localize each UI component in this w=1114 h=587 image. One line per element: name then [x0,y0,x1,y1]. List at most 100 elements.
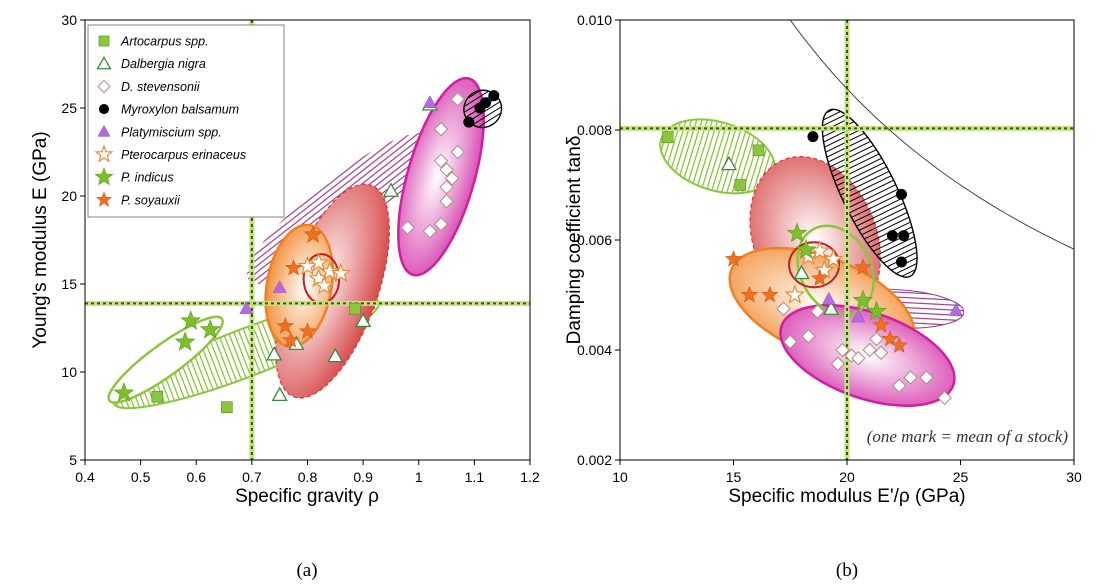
a-y-tick-label: 15 [61,276,77,292]
caption-a: (a) [296,560,317,581]
a-point-p-soyauxii [276,317,294,334]
a-point-myroxylon [480,97,491,109]
a-point-dalbergia [271,386,288,402]
b-point-stevensonii [903,370,918,385]
a-point-dalbergia [382,182,400,197]
a-point-pterocarpus-erinaceus [313,275,335,295]
legend-box [87,24,285,218]
b-annotation: (one mark = mean of a stock) [867,427,1069,446]
a-point-dalbergia [327,347,344,363]
b-point-stevensonii [919,370,934,385]
a-x-axis-label: Specific gravity ρ [235,486,379,507]
a-y-tick-label: 5 [69,452,77,468]
a-point-stevensonii [444,171,460,186]
b-y-tick-label: 0.008 [577,122,612,138]
b-point-stevensonii [937,390,952,406]
b-point-p-soyauxii [854,258,872,275]
a-point-artocarpus [221,401,233,414]
b-point-dalbergia [793,264,810,280]
b-x-ticks: 10 15 20 25 30 [612,460,1082,485]
legend-marker-dalbergia [96,55,112,70]
a-point-p-soyauxii [284,258,303,276]
b-point-stevensonii [810,304,825,319]
b-point-dalbergia [720,155,738,171]
a-x-tick-label: 0.9 [353,469,373,485]
b-point-p-soyauxii [740,285,759,303]
legend-marker-pterocarpus-erinaceus [94,144,114,163]
b-point-pterocarpus-erinaceus [823,248,844,268]
a-point-platymiscium [422,95,437,108]
a-point-p-indicus [180,310,202,330]
b-point-p-soyauxii [890,336,908,354]
a-point-dalbergia [266,346,283,361]
b-point-p-indicus [866,300,887,321]
b-point-stevensonii [851,351,866,366]
a-point-p-soyauxii [298,322,317,339]
a-y-axis-label: Young's modulus E (GPa) [30,131,51,348]
b-point-p-indicus [786,222,808,243]
a-point-p-soyauxii [304,225,322,243]
b-point-artocarpus [661,131,674,143]
b-x-tick-label: 30 [1066,469,1082,485]
b-point-platymiscium [821,291,836,305]
a-point-stevensonii [400,220,415,235]
a-point-stevensonii [439,194,454,209]
legend-label: D. stevensonii [121,80,201,94]
a-data-points [113,90,500,414]
b-point-p-indicus [852,289,874,310]
b-point-pterocarpus-erinaceus [784,284,805,304]
a-ellipse-stevensonii [397,76,485,277]
a-point-stevensonii [433,121,449,137]
b-point-artocarpus [752,144,765,157]
b-point-stevensonii [801,329,816,344]
a-point-p-indicus [174,331,196,351]
legend-items: Artocarpus spp. Dalbergia nigra D. stevens… [94,35,246,207]
b-point-stevensonii [830,356,846,371]
a-point-p-indicus [113,382,135,402]
a-point-dalbergia [355,312,372,328]
b-point-myroxylon [895,188,907,200]
b-y-tick-label: 0.010 [577,12,612,28]
a-point-stevensonii [439,179,454,195]
b-point-dalbergia [823,300,840,315]
b-x-tick-label: 15 [726,469,742,485]
a-x-tick-label: 0.5 [131,469,151,485]
a-point-stevensonii [450,144,465,160]
b-point-stevensonii [892,378,907,393]
b-point-stevensonii [869,331,884,347]
a-point-p-indicus [199,318,221,339]
a-point-platymiscium [239,301,254,314]
a-ellipse-dalbergia [275,183,390,399]
a-y-tick-label: 30 [61,12,77,28]
legend-marker-platymiscium [97,124,111,137]
a-x-tick-label: 1.1 [465,469,485,485]
a-point-pterocarpus-erinaceus [330,262,352,283]
b-point-stevensonii [776,301,791,316]
b-data-points [661,131,963,406]
a-point-myroxylon [463,116,475,128]
a-point-artocarpus [151,390,164,403]
a-point-stevensonii [450,91,465,107]
b-point-p-soyauxii [724,250,743,267]
b-iso-curve [789,20,1074,250]
legend-marker-myroxylon [98,104,110,115]
a-x-tick-label: 0.8 [298,469,318,485]
legend-marker-stevensonii [97,79,111,94]
b-point-stevensonii [783,334,798,349]
b-point-stevensonii [873,345,889,360]
legend: Artocarpus spp. Dalbergia nigra D. stevens… [87,24,285,218]
a-y-tick-label: 25 [61,100,77,116]
a-x-tick-label: 0.6 [187,469,207,485]
a-point-p-soyauxii [282,331,300,348]
b-y-tick-label: 0.002 [577,452,612,468]
b-point-myroxylon [807,131,819,143]
a-x-tick-label: 1 [415,469,423,485]
a-x-tick-label: 0.7 [242,469,262,485]
a-point-stevensonii [433,216,449,232]
legend-label: P. soyauxii [121,193,181,207]
b-point-artocarpus [734,179,747,191]
b-point-p-soyauxii [811,269,829,286]
b-cluster-ellipses [659,108,965,407]
a-y-ticks: 5 10 15 20 25 30 [61,12,85,468]
